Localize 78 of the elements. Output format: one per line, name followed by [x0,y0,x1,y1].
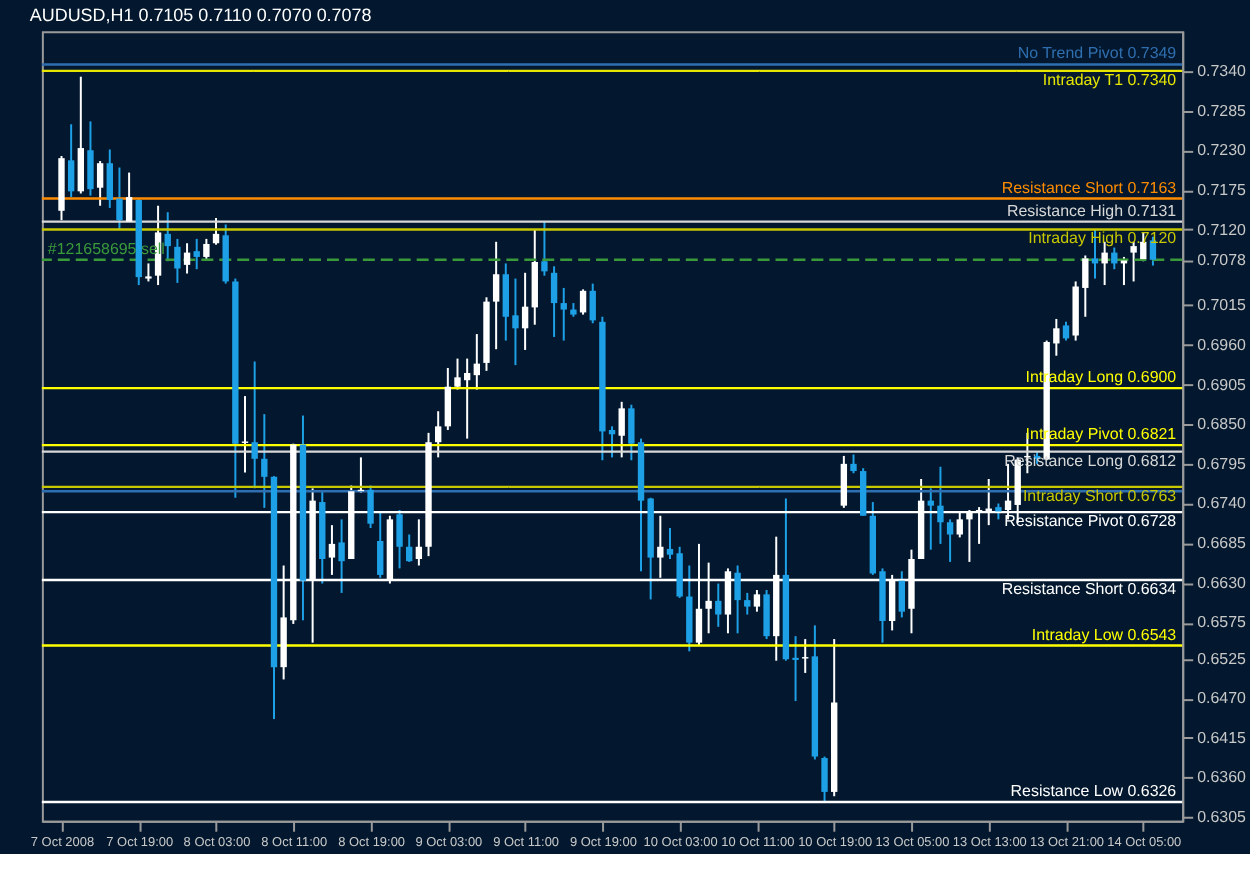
candlestick [1062,320,1070,342]
candlestick [560,286,567,342]
candlestick [618,400,625,459]
y-tick-label: 0.6360 [1197,768,1248,787]
y-tick-label: 0.6850 [1197,415,1248,434]
ref-line-label: Intraday T1 0.7340 [1042,70,1178,89]
ref-line-label: Resistance Short 0.7163 [1001,178,1178,197]
candlestick [328,524,336,576]
candlestick [850,453,857,475]
candlestick [338,518,345,594]
candlestick [367,484,374,530]
candlestick [193,237,200,271]
candlestick [406,533,413,563]
candlestick [183,242,191,275]
candlestick [859,467,867,517]
candlestick [251,360,258,490]
y-tick-label: 0.6685 [1197,534,1248,553]
chart-title: AUDUSD,H1 0.7105 0.7110 0.7070 0.7078 [29,5,372,26]
y-tick-label: 0.6905 [1197,375,1248,394]
candlestick [415,518,423,567]
y-tick-label: 0.7015 [1197,296,1248,315]
candlestick [174,237,181,284]
candlestick [821,755,828,803]
candlestick [77,75,84,195]
y-tick-label: 0.6525 [1197,649,1248,668]
candlestick [734,564,741,635]
ref-line-label: Resistance Short 0.6634 [1001,579,1178,598]
ref-line-label: Intraday Short 0.6763 [1022,486,1178,505]
candlestick [492,240,500,351]
candlestick [927,487,934,551]
candlestick [396,509,403,570]
candlestick [261,413,268,509]
candlestick [579,288,587,316]
y-tick-label: 0.7175 [1197,180,1248,199]
candlestick [222,223,229,285]
y-tick-label: 0.6630 [1197,573,1248,592]
candlestick [87,120,94,197]
y-tick-label: 0.7285 [1197,101,1248,120]
candlestick [744,591,751,616]
y-tick-label: 0.6740 [1197,494,1248,513]
ref-line-label: Intraday Low 0.6543 [1031,625,1178,644]
candlestick [937,465,944,545]
candlestick [434,410,442,459]
y-tick-label: 0.7120 [1197,220,1248,239]
candlestick [531,228,538,326]
candlestick [444,366,452,431]
candlestick [164,211,171,263]
candlestick [763,589,770,641]
candlestick [802,638,809,674]
candlestick [715,582,722,628]
ref-line-label: No Trend Pivot 0.7349 [1017,44,1178,63]
y-tick-label: 0.7078 [1197,250,1248,269]
candlestick [686,564,693,653]
candlestick [203,237,210,262]
candlestick [96,160,104,207]
candlestick [67,123,75,199]
y-tick-label: 0.6305 [1197,808,1248,827]
candlestick [946,518,954,563]
candlestick [521,271,529,351]
y-tick-label: 0.6415 [1197,728,1248,747]
ref-line-label: Resistance Pivot 0.6728 [1004,512,1178,531]
ref-line-label: Resistance High 0.7131 [1006,201,1178,220]
candlestick [898,570,905,619]
y-tick-label: 0.6470 [1197,689,1248,708]
candlestick [589,282,596,325]
y-tick-label: 0.6575 [1197,613,1248,632]
candlestick [550,265,558,338]
candlestick [753,589,761,613]
candlestick [145,262,152,283]
y-tick-label: 0.6960 [1197,335,1248,354]
y-tick-label: 0.6795 [1197,454,1248,473]
y-tick-label: 0.7230 [1197,141,1248,160]
y-tick-label: 0.7340 [1197,61,1248,80]
candlestick [212,217,220,246]
ref-line-label: Resistance Low 0.6326 [1010,782,1178,801]
candlestick [125,171,133,223]
candlestick [377,511,384,579]
candlestick [541,220,548,277]
